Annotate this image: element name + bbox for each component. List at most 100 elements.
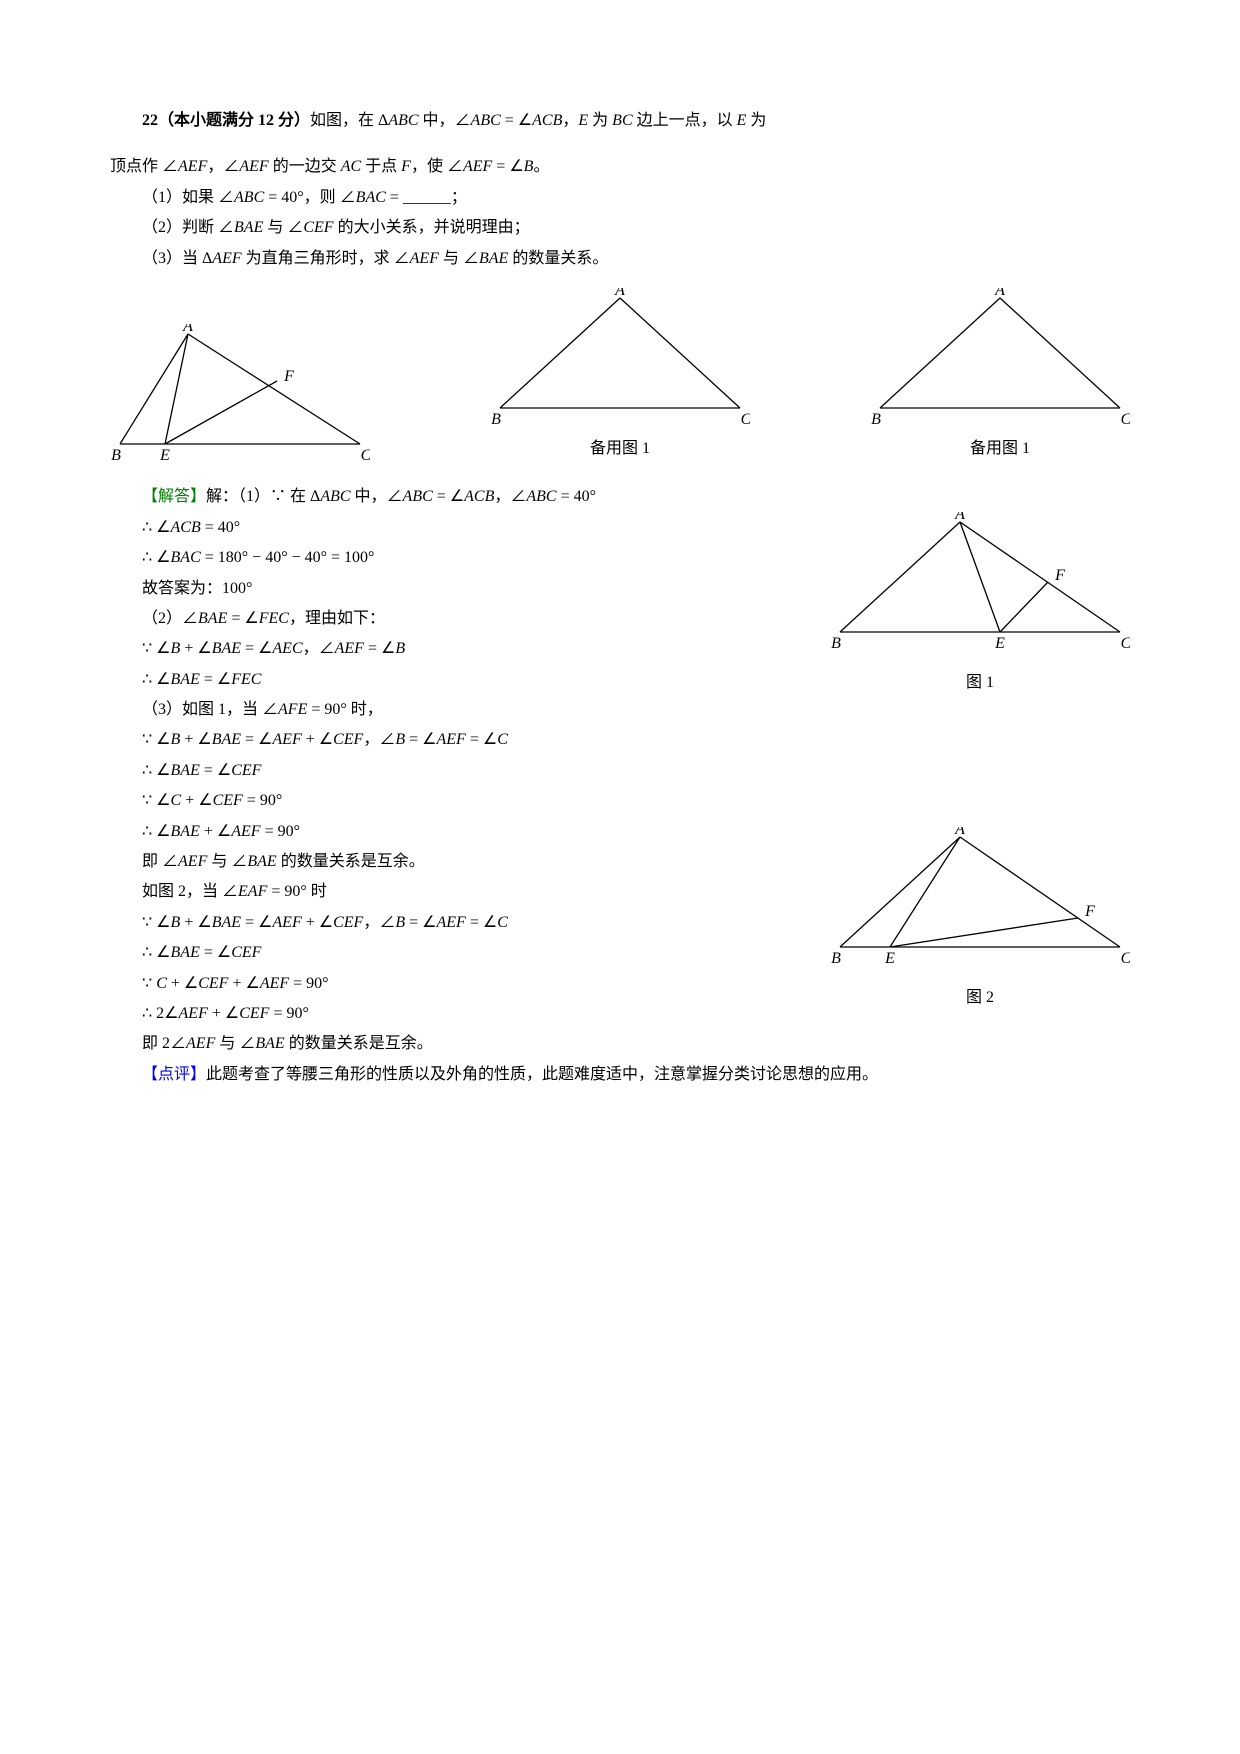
s15e: = ∠ xyxy=(241,914,272,931)
svg-text:B: B xyxy=(831,950,841,967)
s17d: CEF xyxy=(198,975,228,992)
fig2-wrap: ABCEF 图 2 xyxy=(830,827,1130,1013)
s14b: EAF xyxy=(238,883,267,900)
s17g: = 90° xyxy=(289,975,328,992)
spare2-cell: ABC 备用图 1 xyxy=(870,288,1130,464)
s9g: + ∠ xyxy=(302,731,333,748)
l2g: 。 xyxy=(533,158,549,175)
s6f: AEC xyxy=(272,640,302,657)
q3d: 的数量关系。 xyxy=(508,250,608,267)
s6j: B xyxy=(395,640,405,657)
s15d: BAE xyxy=(212,914,241,931)
spare-figure-1: ABC xyxy=(490,288,750,428)
s9e: = ∠ xyxy=(241,731,272,748)
main-figure-cell: ABCEF xyxy=(110,324,370,464)
s2b: ACB xyxy=(171,519,201,536)
s9c: + ∠ xyxy=(180,731,211,748)
s5b: BAE xyxy=(198,610,227,627)
s3c: = 180° − 40° − 40° = 100° xyxy=(201,549,375,566)
s11b: C xyxy=(171,792,182,809)
svg-text:C: C xyxy=(361,447,370,464)
svg-text:F: F xyxy=(283,368,294,385)
spare1-label: 备用图 1 xyxy=(590,434,650,464)
s16a: ∴ ∠ xyxy=(142,944,171,961)
q3tri: AEF xyxy=(212,250,241,267)
q1c: = ______； xyxy=(386,189,467,206)
s10: ∴ ∠BAE = ∠CEF xyxy=(110,756,1130,786)
spare2-label: 备用图 1 xyxy=(970,434,1030,464)
s3a: ∴ ∠ xyxy=(142,549,171,566)
s10b: BAE xyxy=(171,762,200,779)
s9n: C xyxy=(497,731,508,748)
s7d: FEC xyxy=(231,671,261,688)
s15l: AEF xyxy=(436,914,465,931)
s10c: = ∠ xyxy=(200,762,231,779)
q1a: （1）如果 ∠ xyxy=(142,189,234,206)
s14a: 如图 2，当 ∠ xyxy=(142,883,238,900)
s7c: = ∠ xyxy=(200,671,231,688)
q2b: 与 ∠ xyxy=(263,219,303,236)
l2d: 于点 xyxy=(361,158,401,175)
figure-2: ABCEF xyxy=(830,827,1130,977)
s16b: BAE xyxy=(171,944,200,961)
s13c: 与 ∠ xyxy=(207,853,247,870)
spare1-cell: ABC 备用图 1 xyxy=(490,288,750,464)
q3: （3）当 ΔAEF 为直角三角形时，求 ∠AEF 与 ∠BAE 的数量关系。 xyxy=(110,244,1130,274)
q1b: = 40°，则 ∠ xyxy=(264,189,355,206)
s1c: ABC xyxy=(403,488,433,505)
q1ang2: BAC xyxy=(356,189,386,206)
svg-text:A: A xyxy=(954,827,965,838)
fig1-label: 图 1 xyxy=(966,668,994,698)
s16c: = ∠ xyxy=(200,944,231,961)
q2ang2: CEF xyxy=(303,219,333,236)
s9j: B xyxy=(395,731,405,748)
s1f: ，∠ xyxy=(494,488,526,505)
problem-number: 22 xyxy=(142,112,158,129)
vE: E xyxy=(578,112,588,129)
svg-text:C: C xyxy=(1121,411,1130,428)
q2ang1: BAE xyxy=(234,219,263,236)
s9d: BAE xyxy=(212,731,241,748)
vE2: E xyxy=(737,112,747,129)
s7b: BAE xyxy=(171,671,200,688)
s1b: 中，∠ xyxy=(351,488,403,505)
sp5: 边上一点，以 xyxy=(633,112,737,129)
s8: （3）如图 1，当 ∠AFE = 90° 时， xyxy=(110,695,1130,725)
s17e: + ∠ xyxy=(228,975,259,992)
pF: F xyxy=(401,158,411,175)
s15h: CEF xyxy=(333,914,363,931)
s18a: ∴ 2∠ xyxy=(142,1005,179,1022)
q3ang1: AEF xyxy=(410,250,439,267)
s12d: AEF xyxy=(231,823,260,840)
s12b: BAE xyxy=(171,823,200,840)
fig1-wrap: ABCEF 图 1 xyxy=(830,512,1130,698)
s11a: ∵ ∠ xyxy=(142,792,171,809)
s6d: BAE xyxy=(212,640,241,657)
stem-p1: 如图，在 Δ xyxy=(310,112,388,129)
s9h: CEF xyxy=(333,731,363,748)
s11c: + ∠ xyxy=(181,792,212,809)
s12a: ∴ ∠ xyxy=(142,823,171,840)
q3a: （3）当 Δ xyxy=(142,250,212,267)
s10d: CEF xyxy=(231,762,261,779)
s1e: ACB xyxy=(464,488,494,505)
s11d: CEF xyxy=(213,792,243,809)
s1d: = ∠ xyxy=(433,488,464,505)
s15a: ∵ ∠ xyxy=(142,914,171,931)
s19: 即 2∠AEF 与 ∠BAE 的数量关系是互余。 xyxy=(110,1029,1130,1059)
s13e: 的数量关系是互余。 xyxy=(277,853,425,870)
figure-row: ABCEF ABC 备用图 1 ABC 备用图 1 xyxy=(110,288,1130,464)
s18c: + ∠ xyxy=(208,1005,239,1022)
s1h: = 40° xyxy=(557,488,596,505)
answer-line1: 【解答】解：（1）∵ 在 ΔABC 中，∠ABC = ∠ACB，∠ABC = 4… xyxy=(110,482,1130,512)
s6i: = ∠ xyxy=(364,640,395,657)
svg-text:B: B xyxy=(871,411,881,428)
q1: （1）如果 ∠ABC = 40°，则 ∠BAC = ______； xyxy=(110,183,1130,213)
s9i: ，∠ xyxy=(363,731,395,748)
svg-text:F: F xyxy=(1084,903,1095,920)
s7a: ∴ ∠ xyxy=(142,671,171,688)
s15m: = ∠ xyxy=(466,914,497,931)
spare-figure-2: ABC xyxy=(870,288,1130,428)
s3b: BAC xyxy=(171,549,201,566)
s14c: = 90° 时 xyxy=(267,883,326,900)
